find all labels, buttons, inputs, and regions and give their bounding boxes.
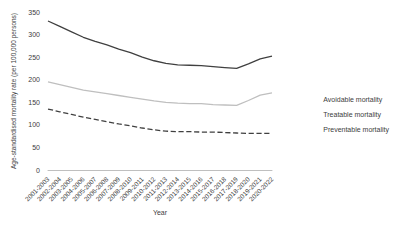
svg-text:2005-2007: 2005-2007 xyxy=(70,175,98,203)
svg-text:2017-2019: 2017-2019 xyxy=(212,175,240,203)
svg-text:350: 350 xyxy=(28,9,40,16)
svg-text:2009-2011: 2009-2011 xyxy=(118,175,145,203)
svg-text:2001-2003: 2001-2003 xyxy=(23,175,51,203)
svg-text:100: 100 xyxy=(28,121,40,128)
svg-text:Treatable mortality: Treatable mortality xyxy=(323,111,381,119)
svg-text:Age-standardised mortality rat: Age-standardised mortality rate (per 100… xyxy=(10,13,18,169)
svg-text:2019-2021: 2019-2021 xyxy=(235,175,263,203)
svg-text:2014-2016: 2014-2016 xyxy=(176,175,204,203)
svg-text:2003-2005: 2003-2005 xyxy=(47,175,75,203)
svg-text:Year: Year xyxy=(153,209,168,216)
svg-text:Preventable mortality: Preventable mortality xyxy=(323,126,389,134)
svg-text:2018-2020: 2018-2020 xyxy=(224,175,251,203)
svg-text:2008-2010: 2008-2010 xyxy=(106,175,133,203)
svg-text:2010-2012: 2010-2012 xyxy=(129,175,157,203)
svg-text:300: 300 xyxy=(28,31,40,38)
svg-text:2012-2014: 2012-2014 xyxy=(153,175,181,203)
svg-text:2004-2006: 2004-2006 xyxy=(59,175,86,203)
svg-text:2011-2013: 2011-2013 xyxy=(141,175,169,203)
svg-text:2007-2009: 2007-2009 xyxy=(94,175,122,203)
svg-text:2020-2022: 2020-2022 xyxy=(248,175,275,202)
svg-text:2016-2018: 2016-2018 xyxy=(200,175,228,203)
svg-text:200: 200 xyxy=(28,76,40,83)
svg-text:0: 0 xyxy=(36,167,40,174)
svg-text:50: 50 xyxy=(32,144,40,151)
svg-text:2006-2008: 2006-2008 xyxy=(82,175,110,203)
svg-text:150: 150 xyxy=(28,99,40,106)
svg-text:2015-2017: 2015-2017 xyxy=(188,175,216,203)
svg-text:Avoidable mortality: Avoidable mortality xyxy=(323,96,383,104)
svg-text:2002-2004: 2002-2004 xyxy=(35,175,63,203)
svg-text:250: 250 xyxy=(28,54,40,61)
svg-text:2013-2015: 2013-2015 xyxy=(165,175,192,203)
